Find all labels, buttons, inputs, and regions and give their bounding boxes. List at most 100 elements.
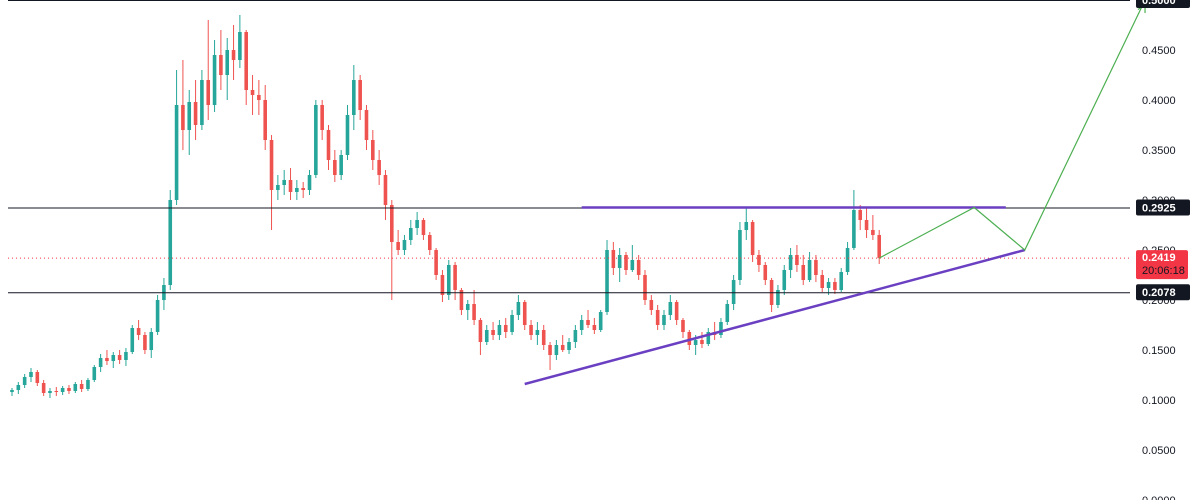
candle-106 <box>681 318 685 338</box>
candle-136 <box>871 215 875 240</box>
candle-11 <box>79 380 84 392</box>
candle-89 <box>573 325 578 348</box>
candle-body <box>529 325 533 335</box>
candle-60 <box>390 200 394 300</box>
candle-127 <box>814 255 818 282</box>
candle-115 <box>738 222 742 285</box>
candle-36 <box>238 15 242 68</box>
candle-130 <box>833 278 837 294</box>
candle-body <box>738 230 742 280</box>
candle-87 <box>560 335 565 352</box>
candle-body <box>314 105 318 175</box>
candle-body <box>41 383 46 393</box>
y-tick-label: 0.1000 <box>1142 395 1176 407</box>
candle-37 <box>244 30 249 105</box>
candle-body <box>339 155 343 175</box>
candle-body <box>877 235 882 259</box>
level-badge-2: 0.2078 <box>1136 284 1190 301</box>
candle-body <box>86 380 90 389</box>
candle-body <box>187 102 192 130</box>
candle-40 <box>263 85 267 150</box>
candle-22 <box>149 328 154 358</box>
candle-body <box>820 275 825 288</box>
candle-body <box>839 272 844 290</box>
candle-110 <box>706 328 711 346</box>
candle-51 <box>333 150 337 182</box>
candle-12 <box>86 378 90 391</box>
candle-body <box>472 304 476 320</box>
candle-body <box>427 235 432 250</box>
candle-body <box>212 55 217 105</box>
candle-body <box>371 140 375 160</box>
candle-58 <box>377 150 381 185</box>
candle-46 <box>301 182 305 198</box>
candle-body <box>731 280 736 304</box>
candle-17 <box>117 350 122 364</box>
candle-121 <box>776 285 780 308</box>
candle-body <box>567 342 571 350</box>
candle-body <box>782 270 787 290</box>
candle-body <box>105 358 109 361</box>
candle-body <box>269 140 274 190</box>
candle-body <box>643 275 647 300</box>
candle-body <box>174 105 179 200</box>
candle-body <box>263 100 267 140</box>
candle-27 <box>181 60 185 150</box>
candle-body <box>421 220 426 235</box>
candle-117 <box>750 220 755 262</box>
candle-body <box>491 330 495 335</box>
candle-body <box>833 282 837 290</box>
candle-body <box>193 102 198 125</box>
candle-125 <box>801 255 806 285</box>
candle-99 <box>636 255 641 280</box>
candle-43 <box>282 170 286 195</box>
candle-body <box>288 180 293 192</box>
level-badge-text: 0.2925 <box>1142 203 1176 215</box>
candle-body <box>352 80 356 115</box>
candle-body <box>548 345 552 355</box>
candle-79 <box>510 310 514 335</box>
candle-body <box>826 282 831 288</box>
level-badge-0: 0.5000 <box>1136 0 1190 8</box>
candle-49 <box>320 100 324 140</box>
candle-112 <box>719 318 723 338</box>
candle-body <box>238 32 242 60</box>
candle-body <box>510 315 514 332</box>
candle-body <box>478 320 483 342</box>
candle-10 <box>73 382 78 393</box>
candle-body <box>763 265 768 280</box>
candle-53 <box>345 105 350 160</box>
level-badge-bg <box>1136 284 1190 301</box>
candle-42 <box>276 175 280 200</box>
candle-61 <box>396 230 400 255</box>
candle-70 <box>453 262 457 300</box>
candle-18 <box>124 348 128 366</box>
candle-84 <box>541 325 546 350</box>
candle-113 <box>725 300 730 325</box>
candle-body <box>29 372 33 377</box>
candle-body <box>497 325 502 335</box>
candle-body <box>598 312 603 330</box>
candle-body <box>73 384 78 391</box>
candle-90 <box>579 315 584 335</box>
candle-body <box>795 255 799 265</box>
candle-body <box>181 105 185 130</box>
candle-body <box>117 355 122 360</box>
candle-91 <box>586 310 590 328</box>
candle-123 <box>788 248 793 278</box>
candle-body <box>453 265 457 290</box>
candle-78 <box>503 318 508 338</box>
candle-41 <box>269 135 274 230</box>
candle-body <box>301 188 305 190</box>
candle-body <box>440 275 445 295</box>
candle-body <box>605 250 609 312</box>
candle-57 <box>371 130 375 170</box>
candles-group <box>10 15 882 398</box>
candle-body <box>668 302 673 315</box>
candle-body <box>845 248 850 272</box>
